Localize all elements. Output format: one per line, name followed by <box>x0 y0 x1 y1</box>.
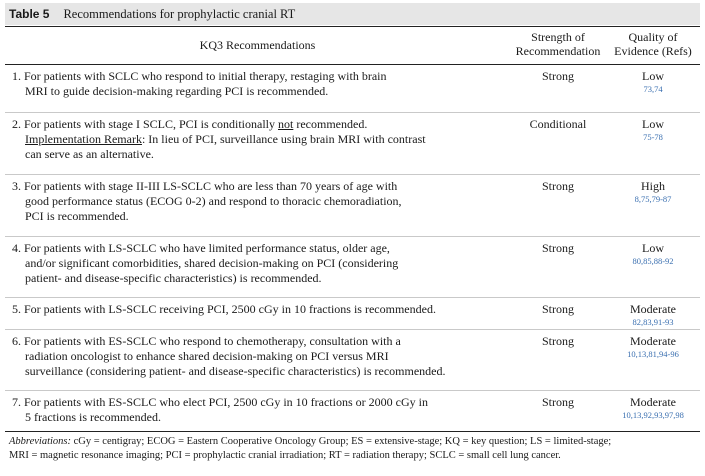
strength-cell: Strong <box>541 302 574 316</box>
quality-value: Moderate <box>630 302 676 316</box>
recommendation-fragment: recommended. <box>293 117 368 131</box>
quality-cell: High 8,75,79-87 <box>606 175 700 236</box>
table-row: 3. For patients with stage II-III LS-SCL… <box>5 175 700 237</box>
refs-link[interactable]: 8,75,79-87 <box>634 194 672 204</box>
header-recommendations: KQ3 Recommendations <box>199 38 316 52</box>
recommendation-text: 4. For patients with LS-SCLC who have li… <box>5 237 510 297</box>
recommendation-text: 2. For patients with stage I SCLC, PCI i… <box>5 113 510 174</box>
recommendation-text: 6. For patients with ES-SCLC who respond… <box>5 330 510 390</box>
implementation-remark-label: Implementation Remark <box>25 132 142 146</box>
refs-link[interactable]: 82,83,91-93 <box>632 317 674 327</box>
refs-link[interactable]: 80,85,88-92 <box>632 256 674 266</box>
recommendation-line: MRI to guide decision-making regarding P… <box>25 84 329 98</box>
table-row: 2. For patients with stage I SCLC, PCI i… <box>5 113 700 175</box>
recommendation-line: 1. For patients with SCLC who respond to… <box>12 69 387 83</box>
recommendation-line: 5. For patients with LS-SCLC receiving P… <box>12 302 436 316</box>
refs-link[interactable]: 10,13,81,94-96 <box>627 349 679 359</box>
recommendation-line: surveillance (considering patient- and d… <box>25 364 446 378</box>
quality-value: Moderate <box>630 395 676 409</box>
table-row: 4. For patients with LS-SCLC who have li… <box>5 237 700 298</box>
table-container: Table 5 Recommendations for prophylactic… <box>5 3 700 462</box>
refs-link[interactable]: 73,74 <box>643 84 663 94</box>
quality-value: Moderate <box>630 334 676 348</box>
strength-cell: Strong <box>541 69 574 83</box>
recommendation-line: can serve as an alternative. <box>25 147 154 161</box>
implementation-remark-text: : In lieu of PCI, surveillance using bra… <box>141 132 426 146</box>
recommendation-text: 3. For patients with stage II-III LS-SCL… <box>5 175 510 236</box>
table-caption: Recommendations for prophylactic cranial… <box>63 6 296 21</box>
recommendation-line: 5 fractions is recommended. <box>25 410 161 424</box>
recommendation-line: 2. For patients with stage I SCLC, PCI i… <box>12 117 510 132</box>
strength-cell: Strong <box>541 179 574 193</box>
footnote-text: cGy = centigray; ECOG = Eastern Cooperat… <box>71 436 612 447</box>
table-row: 7. For patients with ES-SCLC who elect P… <box>5 391 700 432</box>
refs-link[interactable]: 10,13,92,93,97,98 <box>622 410 684 420</box>
recommendation-line: 4. For patients with LS-SCLC who have li… <box>12 241 390 255</box>
table-row: 6. For patients with ES-SCLC who respond… <box>5 330 700 391</box>
footnote-label: Abbreviations: <box>9 436 72 447</box>
recommendation-line: radiation oncologist to enhance shared d… <box>25 349 389 363</box>
quality-cell: Moderate 10,13,81,94-96 <box>606 330 700 390</box>
header-strength-line2: Recommendation <box>515 44 601 58</box>
quality-value: Low <box>642 69 664 83</box>
strength-cell: Strong <box>541 395 574 409</box>
table-row: 1. For patients with SCLC who respond to… <box>5 65 700 113</box>
recommendation-line: 3. For patients with stage II-III LS-SCL… <box>12 179 398 193</box>
header-quality-line1: Quality of <box>628 30 678 44</box>
quality-cell: Low 75-78 <box>606 113 700 174</box>
table-title-bar: Table 5 Recommendations for prophylactic… <box>5 3 700 25</box>
table-label: Table 5 <box>9 7 50 21</box>
table-footnote: Abbreviations: cGy = centigray; ECOG = E… <box>5 432 700 462</box>
recommendation-text: 7. For patients with ES-SCLC who elect P… <box>5 391 510 431</box>
recommendation-text: 5. For patients with LS-SCLC receiving P… <box>5 298 510 329</box>
quality-cell: Low 80,85,88-92 <box>606 237 700 297</box>
recommendation-line: PCI is recommended. <box>25 209 129 223</box>
quality-value: Low <box>642 117 664 131</box>
header-quality-line2: Evidence (Refs) <box>614 44 692 58</box>
strength-cell: Strong <box>541 241 574 255</box>
recommendation-line: good performance status (ECOG 0-2) and r… <box>25 194 402 208</box>
footnote-line: MRI = magnetic resonance imaging; PCI = … <box>9 449 561 461</box>
quality-cell: Low 73,74 <box>606 65 700 112</box>
recommendation-line: 7. For patients with ES-SCLC who elect P… <box>12 395 428 409</box>
quality-cell: Moderate 82,83,91-93 <box>606 298 700 329</box>
recommendation-line: 6. For patients with ES-SCLC who respond… <box>12 334 401 348</box>
quality-value: Low <box>642 241 664 255</box>
recommendation-fragment: 2. For patients with stage I SCLC, PCI i… <box>12 117 278 131</box>
strength-cell: Conditional <box>529 117 587 131</box>
emphasis-not: not <box>278 117 294 131</box>
recommendation-line: Implementation Remark: In lieu of PCI, s… <box>12 132 510 147</box>
recommendation-text: 1. For patients with SCLC who respond to… <box>5 65 510 112</box>
footnote-line: Abbreviations: cGy = centigray; ECOG = E… <box>9 435 696 449</box>
header-strength-line1: Strength of <box>531 30 585 44</box>
recommendation-line: patient- and disease-specific characteri… <box>25 271 322 285</box>
quality-cell: Moderate 10,13,92,93,97,98 <box>606 391 700 431</box>
quality-value: High <box>641 179 665 193</box>
header-strength: Strength of Recommendation <box>510 27 606 64</box>
recommendation-line: and/or significant comorbidities, shared… <box>25 256 399 270</box>
strength-cell: Strong <box>541 334 574 348</box>
table-header: KQ3 Recommendations Strength of Recommen… <box>5 26 700 65</box>
table-row: 5. For patients with LS-SCLC receiving P… <box>5 298 700 330</box>
refs-link[interactable]: 75-78 <box>643 132 663 142</box>
header-quality: Quality of Evidence (Refs) <box>606 27 700 64</box>
